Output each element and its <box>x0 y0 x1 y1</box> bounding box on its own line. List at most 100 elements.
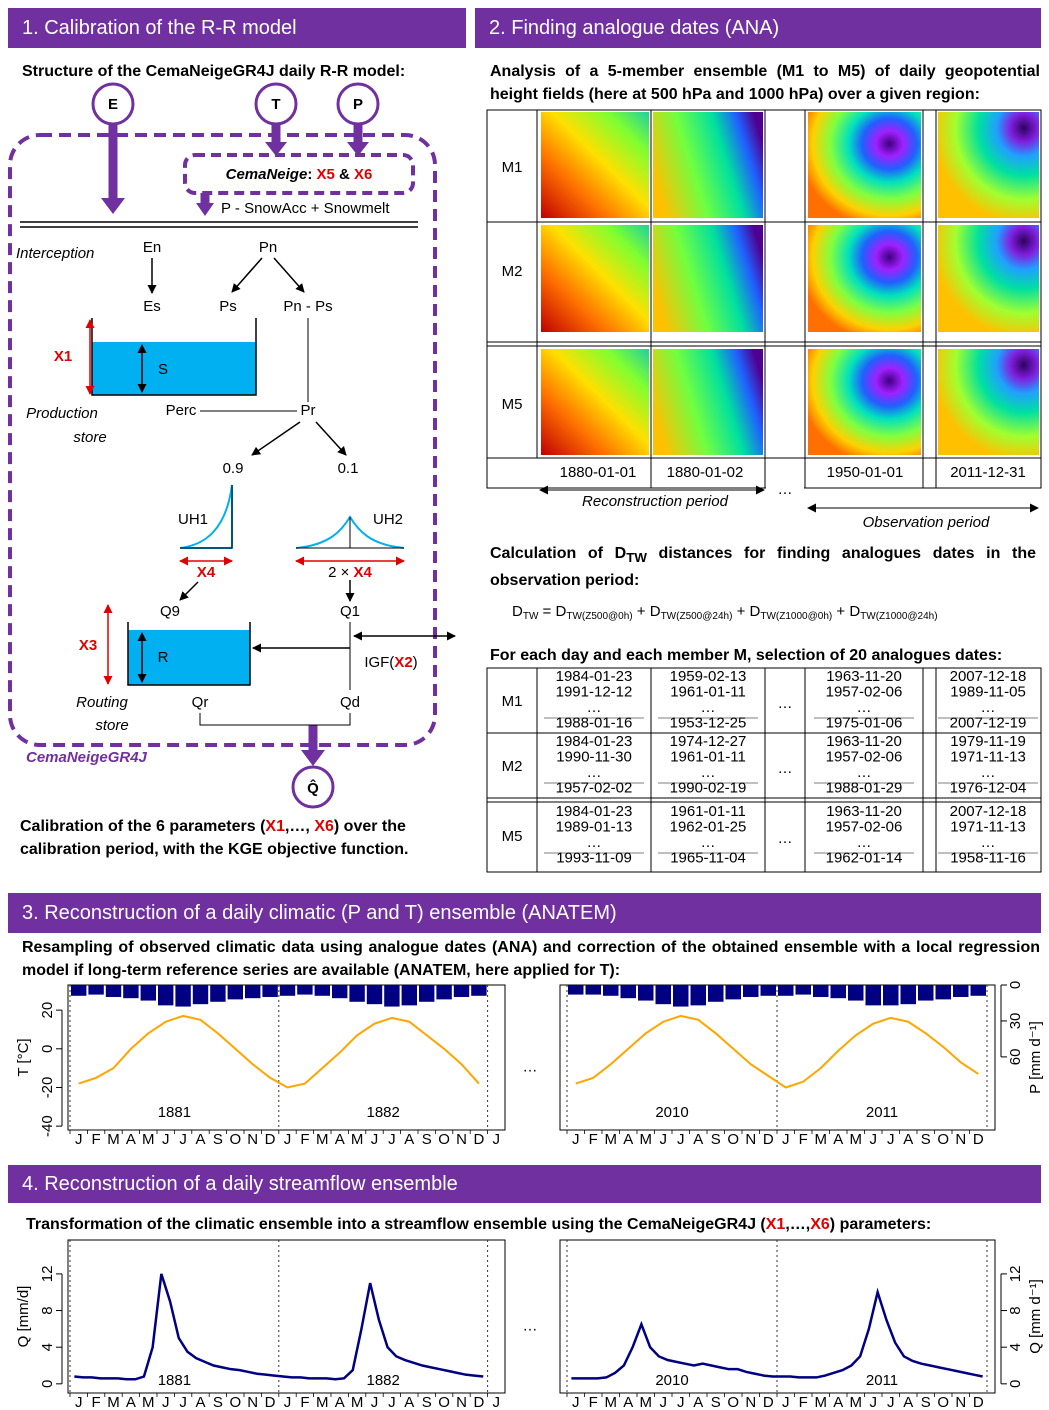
precip-bar <box>245 985 261 999</box>
analogue-date: … <box>587 699 602 716</box>
analogue-date: … <box>587 834 602 851</box>
month-label: D <box>763 1131 774 1148</box>
analogue-date: 1958-11-16 <box>950 849 1026 866</box>
month-label: F <box>799 1394 808 1410</box>
map <box>808 112 921 218</box>
precip-bar <box>935 985 951 1000</box>
precip-bar <box>314 985 330 996</box>
precip-bar <box>918 985 934 1001</box>
month-label: A <box>126 1394 136 1410</box>
temperature-line <box>78 1014 480 1089</box>
month-label: S <box>711 1131 721 1148</box>
precip-bar <box>638 985 654 1001</box>
text: ) <box>413 654 418 671</box>
label: IGF(X2) <box>364 654 417 671</box>
analogue-date: 1976-12-04 <box>950 779 1027 796</box>
month-label: A <box>404 1131 414 1148</box>
analogue-date: 1965-11-04 <box>670 849 746 866</box>
map-row <box>541 112 1039 218</box>
month-label: N <box>955 1131 966 1148</box>
analogue-date: 1984-01-23 <box>556 668 633 685</box>
label: Routing <box>76 694 128 711</box>
gap-label: … <box>778 760 793 777</box>
precip-bar <box>436 985 452 1000</box>
map <box>541 225 649 332</box>
date-label: … <box>778 481 793 498</box>
y-tick-label: 0 <box>39 1380 56 1388</box>
table-title: For each day and each member M, selectio… <box>490 647 1003 664</box>
streamflow-description: Transformation of the climatic ensemble … <box>26 1213 1041 1236</box>
table-cells: M1 …1984-01-231991-12-12…1988-01-161959-0… <box>502 668 1038 866</box>
model-diagram: E T P Q̂ CemaNeige: X5 & X6 P - SnowAcc … <box>8 82 456 809</box>
label: store <box>73 429 106 446</box>
analogue-date: 1963-11-20 <box>826 803 902 820</box>
month-label: J <box>75 1131 83 1148</box>
month-label: A <box>126 1131 136 1148</box>
symbol: D <box>556 603 567 620</box>
month-label: A <box>335 1394 345 1410</box>
precip-bar <box>778 985 794 996</box>
analogue-date: 1961-01-11 <box>670 683 746 700</box>
precip-bar <box>366 985 383 1005</box>
connector <box>199 713 351 726</box>
month-label: J <box>371 1394 379 1410</box>
analogue-date: 1961-01-11 <box>670 748 746 765</box>
month-label: J <box>572 1131 580 1148</box>
precip-bar <box>175 985 191 1007</box>
month-label: A <box>623 1394 633 1410</box>
ellipsis: … <box>523 1058 538 1075</box>
formula-text: DTW = DTW(Z500@0h) + DTW(Z500@24h) + DTW… <box>512 603 938 622</box>
y-tick-label: -40 <box>39 1115 56 1137</box>
analogue-date: 1957-02-02 <box>556 779 633 796</box>
arrow <box>251 421 301 456</box>
map-row <box>541 349 1039 455</box>
output-label: Q̂ <box>307 778 319 797</box>
month-label: J <box>677 1394 685 1410</box>
precip-bar <box>673 985 689 1007</box>
month-label: O <box>229 1131 241 1148</box>
text: Calibration of the 6 parameters ( <box>20 818 266 835</box>
precip-bar <box>970 985 986 996</box>
streamflow-line <box>74 1273 484 1381</box>
analogue-date: … <box>701 699 716 716</box>
year-label: 2010 <box>655 1372 688 1389</box>
year-label: 1882 <box>367 1372 400 1389</box>
parameter: X2 <box>394 654 412 671</box>
month-label: M <box>605 1394 618 1410</box>
precip-bar <box>848 985 864 1001</box>
input-label: T <box>271 96 280 113</box>
month-label: D <box>973 1131 984 1148</box>
gap-mask <box>766 459 804 491</box>
analogue-date: 1990-02-19 <box>670 779 747 796</box>
month-label: A <box>195 1131 205 1148</box>
member-label: M1 <box>502 693 523 710</box>
map <box>808 225 921 332</box>
label: Qd <box>340 694 360 711</box>
period-label: Observation period <box>863 514 990 531</box>
year-label: 1881 <box>158 1104 191 1121</box>
parameter: X6 <box>314 818 334 835</box>
member-label: M5 <box>502 828 523 845</box>
member-label: M2 <box>502 263 523 280</box>
analogue-date: 1961-01-11 <box>670 803 746 820</box>
precip-bar <box>419 985 435 1002</box>
operator: + <box>832 603 849 620</box>
month-label: A <box>833 1394 843 1410</box>
precip-bar <box>760 985 776 996</box>
month-label: M <box>351 1394 364 1410</box>
parameter: X1 <box>54 348 72 365</box>
month-label: J <box>782 1394 790 1410</box>
arrow <box>273 257 305 293</box>
month-label: J <box>284 1131 292 1148</box>
month-label: J <box>371 1131 379 1148</box>
precip-bar <box>813 985 829 997</box>
symbol-sub: TW <box>523 611 539 622</box>
routing-tank <box>127 622 251 686</box>
month-label: F <box>92 1131 101 1148</box>
analogue-date: 1984-01-23 <box>556 733 633 750</box>
analogue-intro: Analysis of a 5-member ensemble (M1 to M… <box>490 63 1040 103</box>
month-label: J <box>782 1131 790 1148</box>
precip-bar <box>585 985 601 995</box>
precip-bar <box>158 985 174 1006</box>
